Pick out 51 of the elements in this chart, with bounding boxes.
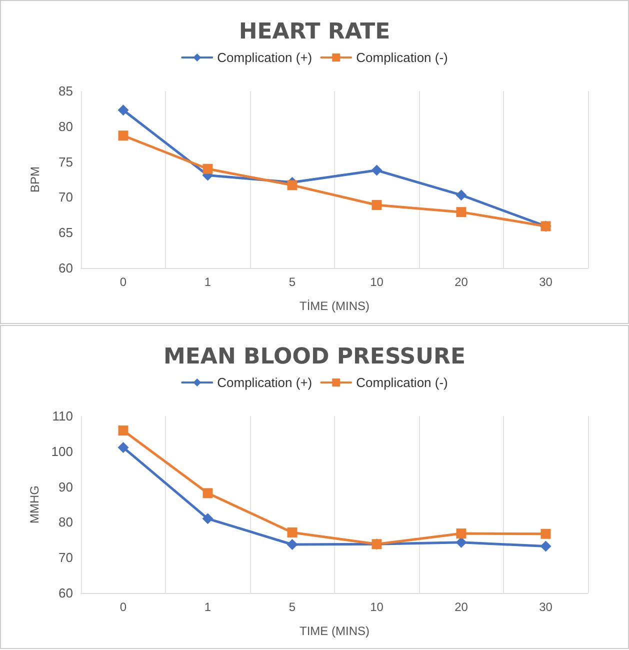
point — [540, 540, 552, 552]
x-tick-label: 20 — [454, 600, 468, 614]
x-tick-label: 1 — [204, 275, 212, 289]
point — [118, 442, 129, 454]
x-tick-label: 5 — [288, 275, 296, 289]
y-tick-label: 70 — [58, 190, 73, 205]
y-tick-label: 60 — [58, 260, 73, 276]
legend-label: Complication (+) — [217, 50, 312, 65]
y-tick-label: 100 — [51, 444, 73, 459]
x-axis-title: TIME (MINS) — [300, 624, 370, 638]
point — [456, 207, 466, 218]
legend-label: Complication (+) — [217, 375, 312, 390]
point — [202, 164, 213, 174]
point — [286, 539, 298, 550]
x-tick-label: 10 — [370, 600, 384, 614]
y-tick-label: 70 — [58, 550, 73, 566]
y-axis-title: BPM — [28, 166, 42, 193]
y-tick-label: 80 — [58, 118, 73, 134]
legend-label: Complication (-) — [356, 375, 448, 390]
point — [540, 528, 551, 539]
x-tick-label: 30 — [539, 275, 553, 289]
point — [118, 130, 128, 141]
y-tick-label: 85 — [58, 84, 73, 98]
point — [287, 180, 298, 190]
y-tick-label: 65 — [58, 225, 73, 240]
point — [287, 527, 298, 538]
point — [118, 104, 129, 116]
y-tick-label: 110 — [52, 408, 73, 424]
point — [372, 200, 382, 210]
chart-title: MEAN BLOOD PRESSURE — [164, 344, 466, 370]
x-tick-label: 20 — [454, 275, 468, 289]
x-tick-label: 5 — [288, 600, 296, 614]
y-tick-label: 80 — [58, 514, 73, 530]
x-tick-label: 0 — [120, 600, 127, 614]
x-tick-label: 0 — [120, 275, 127, 289]
x-tick-label: 30 — [539, 600, 553, 614]
y-tick-label: 75 — [58, 154, 73, 170]
legend-label: Complication (-) — [356, 50, 448, 65]
chart-title: HEART RATE — [238, 20, 390, 44]
point — [456, 190, 467, 201]
point — [202, 513, 214, 524]
x-tick-label: 10 — [370, 275, 384, 289]
point — [202, 488, 213, 498]
x-tick-label: 1 — [204, 600, 212, 614]
point — [118, 426, 128, 436]
y-tick-label: 90 — [58, 479, 73, 494]
point — [371, 164, 382, 176]
x-axis-title: TİME (MINS) — [300, 299, 370, 313]
y-tick-label: 60 — [58, 586, 73, 600]
point — [456, 528, 466, 539]
y-axis-title: MMHG — [27, 486, 42, 524]
